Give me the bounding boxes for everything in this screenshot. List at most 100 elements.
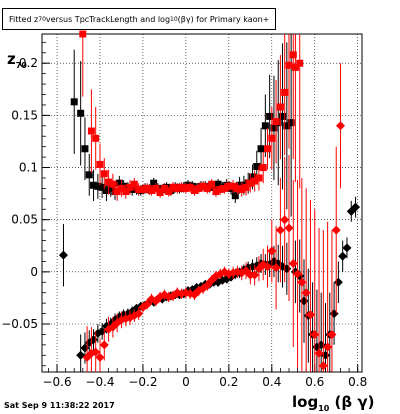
data-point xyxy=(150,179,158,187)
data-point xyxy=(323,342,333,352)
data-point xyxy=(297,277,307,287)
data-point xyxy=(255,174,263,182)
grid-lines xyxy=(42,34,362,372)
data-point xyxy=(233,184,241,192)
data-point xyxy=(342,243,352,253)
data-point xyxy=(139,185,147,193)
data-point xyxy=(305,310,315,320)
plot-frame xyxy=(41,33,363,373)
data-point xyxy=(287,119,295,127)
data-point xyxy=(113,188,121,196)
x-axis-label-sub: 10 xyxy=(318,404,330,413)
y-tick-label: 0.2 xyxy=(19,56,38,70)
data-point xyxy=(214,180,222,188)
data-point xyxy=(267,246,277,256)
data-point xyxy=(148,186,156,194)
data-point xyxy=(318,361,328,371)
data-point xyxy=(276,103,284,111)
data-point xyxy=(333,277,343,287)
data-point xyxy=(135,185,143,193)
data-point xyxy=(351,202,361,212)
title-text-3: (βγ) for Primary kaon+ xyxy=(177,14,270,24)
data-point xyxy=(212,188,220,196)
data-point xyxy=(289,51,297,59)
data-point xyxy=(329,309,339,319)
title-sub-1: 70 xyxy=(38,15,46,23)
data-point xyxy=(115,179,123,187)
title-text-2: versus TpcTrackLength and log xyxy=(45,14,171,24)
data-point xyxy=(160,184,168,192)
data-point xyxy=(268,134,276,142)
x-tick-label: −0.2 xyxy=(128,375,157,389)
data-point xyxy=(231,192,239,200)
data-point xyxy=(98,183,106,191)
data-point xyxy=(117,184,125,192)
tick-labels: −0.6 −0.4 −0.2 0 0.2 0.4 0.6 0.8 −0.05 0 0.05 0.1 0.… xyxy=(1,56,367,389)
data-point xyxy=(126,183,134,191)
data-point xyxy=(203,184,211,192)
data-point xyxy=(107,184,115,192)
data-point xyxy=(338,251,348,261)
data-markers xyxy=(58,30,361,372)
data-point xyxy=(77,109,85,117)
data-point xyxy=(327,329,337,339)
data-point xyxy=(186,183,194,191)
timestamp: Sat Sep 9 11:38:22 2017 xyxy=(4,401,115,410)
series-3 xyxy=(82,63,346,372)
data-point xyxy=(248,173,256,181)
y-tick-label: 0.15 xyxy=(11,108,38,122)
data-point xyxy=(87,127,95,135)
data-point xyxy=(251,177,259,185)
data-point xyxy=(310,329,320,339)
data-point xyxy=(85,171,93,179)
y-axis-label-sub: 70 xyxy=(15,61,27,70)
data-point xyxy=(173,184,181,192)
data-point xyxy=(130,180,138,188)
data-point xyxy=(79,30,87,38)
data-point xyxy=(293,269,303,279)
chart-title: Fitted z 70 versus TpcTrackLength and log… xyxy=(2,8,277,30)
data-point xyxy=(102,186,110,194)
data-point xyxy=(70,98,78,106)
x-tick-label: 0 xyxy=(182,375,190,389)
data-point xyxy=(301,288,311,298)
data-point xyxy=(291,63,299,71)
data-point xyxy=(264,145,272,153)
x-tick-label: −0.4 xyxy=(85,375,114,389)
data-point xyxy=(336,121,346,131)
data-point xyxy=(152,184,160,192)
data-point xyxy=(299,296,309,306)
data-point xyxy=(246,179,254,187)
y-tick-label: 0 xyxy=(30,265,38,279)
x-tick-label: 0.4 xyxy=(262,375,281,389)
data-point xyxy=(266,112,274,120)
data-point xyxy=(288,259,298,269)
data-point xyxy=(229,182,237,190)
y-tick-label: 0.05 xyxy=(11,213,38,227)
y-axis-label: z70 xyxy=(7,50,27,70)
data-point xyxy=(96,160,104,168)
data-point xyxy=(275,225,285,235)
data-point xyxy=(109,180,117,188)
data-point xyxy=(95,352,105,362)
x-tick-label: 0.8 xyxy=(348,375,367,389)
data-point xyxy=(190,186,198,194)
x-tick-label: 0.2 xyxy=(219,375,238,389)
x-axis-label: log10 (β γ) xyxy=(292,393,374,413)
data-point xyxy=(257,145,265,153)
data-point xyxy=(221,184,229,192)
data-point xyxy=(283,122,291,130)
data-point xyxy=(272,118,280,126)
data-point xyxy=(202,280,212,290)
data-point xyxy=(296,59,304,67)
data-point xyxy=(314,348,324,358)
data-point xyxy=(259,164,267,172)
data-point xyxy=(182,184,190,192)
data-point xyxy=(134,309,144,319)
data-point xyxy=(253,162,261,170)
data-point xyxy=(165,188,173,196)
data-point xyxy=(81,145,89,153)
data-point xyxy=(178,183,186,191)
data-point xyxy=(100,170,108,178)
